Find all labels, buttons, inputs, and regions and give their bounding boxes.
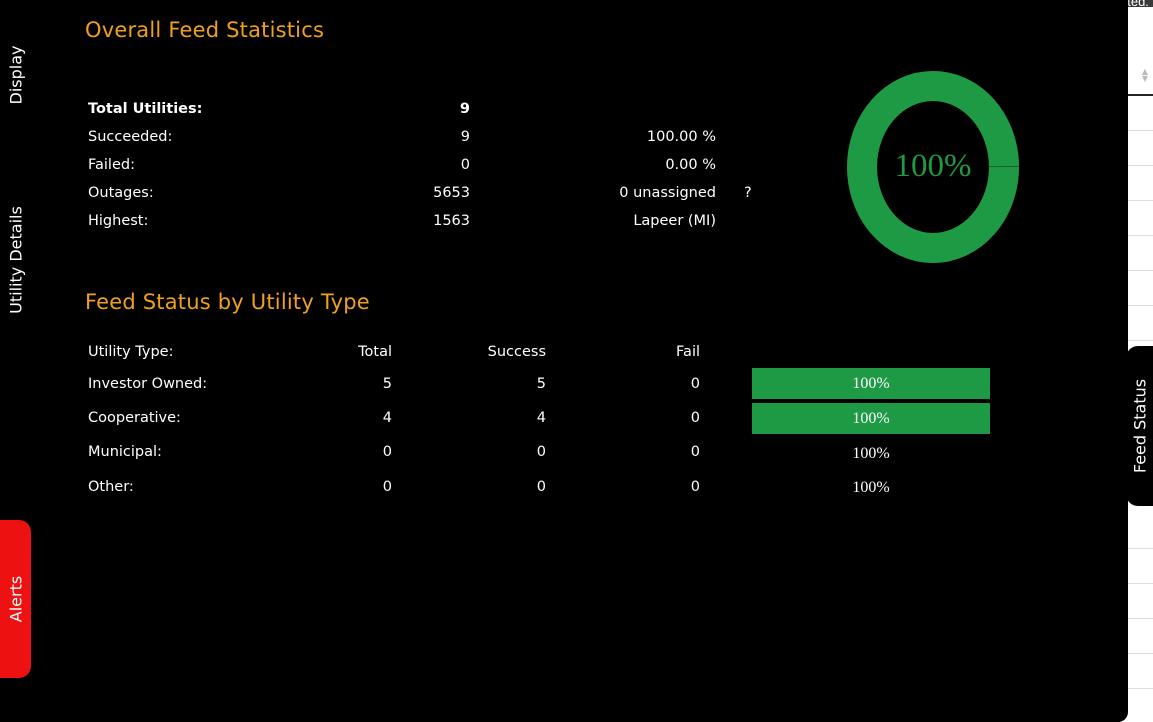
progress-percent-label: 100% (852, 445, 890, 462)
type-row-progress-bar: 100% (752, 403, 990, 434)
type-row-success: 4 (536, 410, 546, 426)
background-header-divider (1120, 94, 1153, 96)
type-row-progress-bar: 100% (752, 472, 990, 503)
by-type-title: Feed Status by Utility Type (85, 290, 370, 314)
succeeded-label: Succeeded: (88, 129, 173, 145)
failed-value: 0 (460, 157, 470, 173)
overall-stats-title: Overall Feed Statistics (85, 18, 325, 42)
type-row-success: 5 (536, 376, 546, 392)
type-row-total: 4 (382, 410, 392, 426)
highest-label: Highest: (88, 213, 149, 229)
type-row-success: 0 (536, 479, 546, 495)
outages-label: Outages: (88, 185, 154, 201)
col-header-total: Total (358, 344, 392, 360)
background-row-divider (1120, 165, 1153, 166)
background-topbar-text: ated. (1120, 0, 1149, 9)
type-row-progress-bar: 100% (752, 438, 990, 469)
success-donut-chart (847, 71, 1019, 263)
background-row-divider (1120, 618, 1153, 619)
background-row-divider (1120, 305, 1153, 306)
tab-feed-status-label: Feed Status (1130, 378, 1149, 474)
unassigned-count: 0 unassigned (619, 185, 716, 201)
donut-percent-label: 100% (894, 148, 972, 184)
background-row-divider (1120, 130, 1153, 131)
type-row-fail: 0 (690, 479, 700, 495)
progress-percent-label: 100% (852, 410, 890, 427)
type-row-success: 0 (536, 444, 546, 460)
type-row-total: 0 (382, 444, 392, 460)
succeeded-percent: 100.00 % (646, 129, 716, 145)
tab-alerts[interactable]: Alerts (0, 520, 31, 678)
feed-status-panel: Display Utility Details Alerts Overall F… (0, 18, 1019, 678)
tab-utility-details[interactable]: Utility Details (0, 180, 32, 340)
failed-percent: 0.00 % (665, 157, 716, 173)
background-row-divider (1120, 340, 1153, 341)
background-topbar (1120, 0, 1153, 7)
progress-percent-label: 100% (852, 375, 890, 392)
background-row-divider (1120, 688, 1153, 689)
background-row-divider (1120, 548, 1153, 549)
tab-feed-status[interactable]: Feed Status (1126, 346, 1153, 506)
failed-label: Failed: (88, 157, 135, 173)
total-utilities-value: 9 (459, 101, 470, 117)
sort-arrows-icon[interactable]: ▲ ▼ (1141, 67, 1149, 83)
col-header-type: Utility Type: (88, 344, 174, 360)
type-row-total: 5 (382, 376, 392, 392)
succeeded-value: 9 (460, 129, 470, 145)
type-row-progress-bar: 100% (752, 368, 990, 399)
tab-display-label: Display (6, 45, 26, 105)
type-row-label: Other: (88, 479, 134, 495)
total-utilities-label: Total Utilities: (88, 101, 203, 117)
outages-value: 5653 (433, 185, 470, 201)
progress-fill (752, 403, 990, 434)
tab-display[interactable]: Display (0, 30, 32, 120)
type-row-fail: 0 (690, 410, 700, 426)
col-header-fail: Fail (676, 344, 700, 360)
background-row-divider (1120, 270, 1153, 271)
highest-location: Lapeer (MI) (633, 213, 716, 229)
col-header-success: Success (487, 344, 546, 360)
unassigned-help-icon[interactable]: ? (744, 185, 752, 201)
type-row-label: Investor Owned: (88, 376, 208, 392)
background-row-divider (1120, 200, 1153, 201)
donut-success-arc (847, 71, 1019, 263)
background-row-divider (1120, 653, 1153, 654)
type-row-label: Cooperative: (88, 410, 181, 426)
tab-alerts-label: Alerts (6, 575, 25, 623)
progress-percent-label: 100% (852, 479, 890, 496)
type-row-label: Municipal: (88, 444, 162, 460)
progress-fill (752, 368, 990, 399)
type-row-total: 0 (382, 479, 392, 495)
background-row-divider (1120, 235, 1153, 236)
tab-utility-details-label: Utility Details (6, 206, 26, 314)
highest-value: 1563 (433, 213, 470, 229)
type-row-fail: 0 (690, 444, 700, 460)
type-row-fail: 0 (690, 376, 700, 392)
background-row-divider (1120, 583, 1153, 584)
